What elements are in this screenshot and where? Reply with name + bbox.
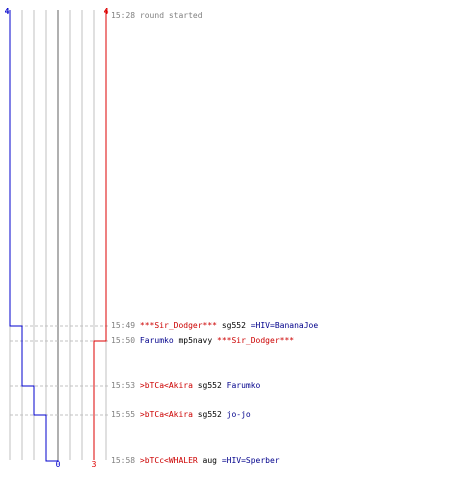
red-team-end-count: 3 — [92, 460, 97, 469]
log-entry: 15:58 >bTCc<WHALER aug =HIV=Sperber — [111, 456, 280, 466]
log-killer: Farumko — [139, 336, 174, 345]
log-time: 15:50 — [111, 336, 136, 345]
log-killer: >bTCa<Akira — [139, 410, 193, 419]
log-victim: ***Sir_Dodger*** — [217, 336, 295, 345]
log-weapon: mp5navy — [178, 336, 213, 345]
blue-team-start-count: 4 — [5, 7, 10, 16]
log-killer: ***Sir_Dodger*** — [139, 321, 217, 330]
log-victim: Farumko — [226, 381, 261, 390]
log-time: 15:55 — [111, 410, 136, 419]
log-killer: >bTCa<Akira — [139, 381, 193, 390]
blue-team-end-count: 0 — [56, 460, 61, 469]
log-weapon: sg552 — [221, 321, 246, 330]
log-entry: 15:53 >bTCa<Akira sg552 Farumko — [111, 381, 260, 391]
blue-team-alive-line — [9, 10, 59, 462]
log-victim: jo-jo — [226, 410, 251, 419]
log-entry: 15:28 round started — [111, 11, 203, 21]
red-team-alive-line — [93, 10, 107, 460]
log-entry: 15:55 >bTCa<Akira sg552 jo-jo — [111, 410, 251, 420]
log-time: 15:53 — [111, 381, 136, 390]
log-weapon: aug — [202, 456, 217, 465]
log-victim: =HIV=BananaJoe — [250, 321, 319, 330]
log-time: 15:28 — [111, 11, 136, 20]
log-message: round started — [139, 11, 203, 20]
log-entry: 15:50 Farumko mp5navy ***Sir_Dodger*** — [111, 336, 294, 346]
log-entry: 15:49 ***Sir_Dodger*** sg552 =HIV=Banana… — [111, 321, 318, 331]
log-killer: >bTCc<WHALER — [139, 456, 198, 465]
grid-lines — [9, 10, 107, 460]
red-team-start-count: 4 — [104, 7, 109, 16]
log-time: 15:49 — [111, 321, 136, 330]
log-weapon: sg552 — [197, 381, 222, 390]
log-time: 15:58 — [111, 456, 136, 465]
log-victim: =HIV=Sperber — [221, 456, 280, 465]
event-dash-lines — [10, 325, 108, 416]
log-weapon: sg552 — [197, 410, 222, 419]
